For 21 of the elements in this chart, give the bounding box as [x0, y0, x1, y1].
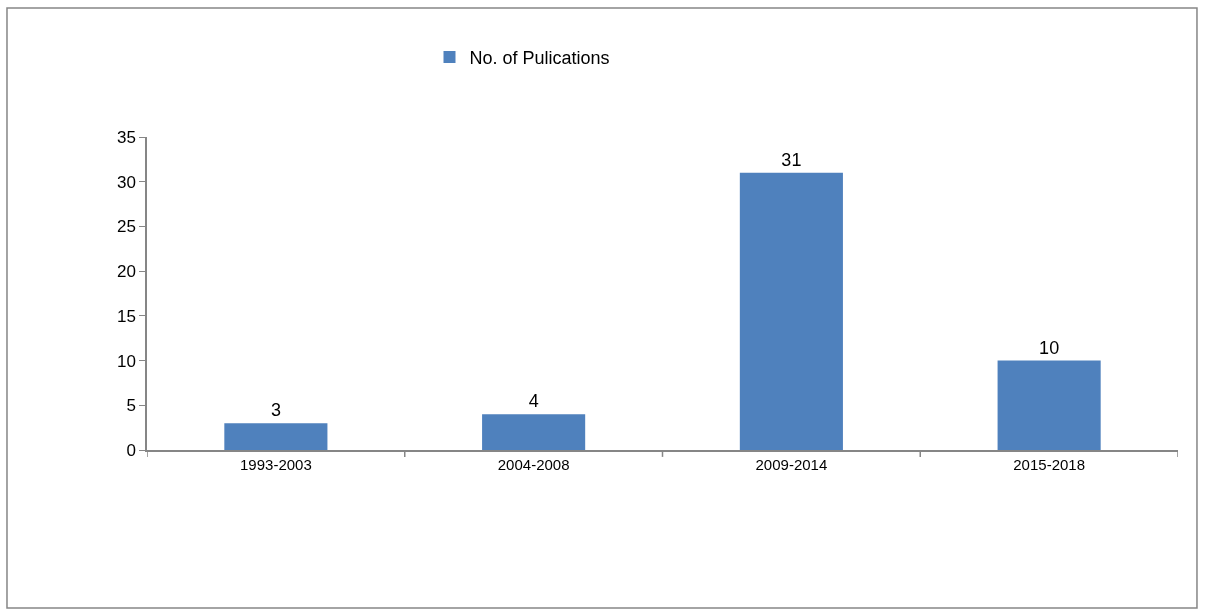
y-tick-label: 25: [116, 217, 136, 237]
data-label: 10: [1039, 337, 1060, 358]
data-label: 3: [270, 400, 281, 421]
y-tick-label: 30: [116, 172, 136, 192]
y-tick-label: 5: [126, 396, 136, 416]
y-tick-label: 10: [116, 351, 136, 371]
x-tick-label: 2009-2014: [755, 455, 828, 473]
legend-label: No. of Pulications: [469, 47, 610, 68]
data-label: 4: [528, 391, 539, 412]
x-tick-label: 2004-2008: [497, 455, 570, 473]
x-tick-label: 2015-2018: [1013, 455, 1085, 473]
y-tick-label: 15: [116, 306, 136, 326]
x-tick-label: 1993-2003: [240, 455, 312, 473]
bar: [739, 172, 843, 450]
bar: [997, 360, 1101, 450]
y-tick-label: 35: [116, 127, 136, 147]
y-tick-label: 20: [116, 262, 136, 282]
bar: [482, 414, 586, 450]
bar: [224, 423, 328, 450]
y-tick-label: 0: [126, 440, 136, 460]
data-label: 31: [781, 149, 802, 170]
